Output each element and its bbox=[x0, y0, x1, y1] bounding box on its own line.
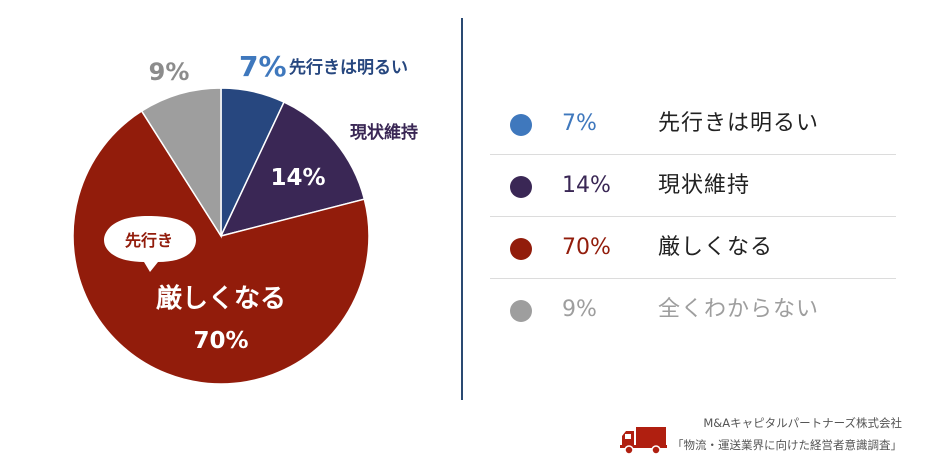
legend-dot-positive bbox=[510, 114, 532, 136]
legend-label-harsh: 厳しくなる bbox=[658, 235, 774, 260]
pie-slice-harsh bbox=[72, 110, 370, 385]
pie-slice-unknown bbox=[140, 87, 222, 239]
slice-label-harsh: 厳しくなる bbox=[156, 283, 286, 314]
legend-dot-unknown bbox=[510, 300, 532, 322]
slice-label-positive: 先行きは明るい bbox=[289, 57, 408, 78]
slice-value-unknown: 9% bbox=[149, 58, 190, 86]
callout-bubble bbox=[104, 216, 196, 272]
legend-label-positive: 先行きは明るい bbox=[658, 111, 820, 136]
legend-item-harsh: 70% 厳しくなる bbox=[490, 216, 896, 279]
slice-value-harsh: 70% bbox=[193, 328, 248, 354]
legend-dot-status-quo bbox=[510, 176, 532, 198]
legend-value-unknown: 9% bbox=[562, 297, 597, 322]
legend-value-harsh: 70% bbox=[562, 235, 611, 260]
legend-item-positive: 7% 先行きは明るい bbox=[490, 92, 896, 155]
truck-icon bbox=[620, 427, 667, 455]
legend-label-unknown: 全くわからない bbox=[658, 297, 820, 322]
footer-source: 「物流・運送業界に向けた経営者意識調査」 bbox=[672, 438, 902, 452]
legend-item-status-quo: 14% 現状維持 bbox=[490, 154, 896, 217]
footer-company: M&Aキャピタルパートナーズ株式会社 bbox=[703, 416, 902, 430]
slice-label-status-quo: 現状維持 bbox=[350, 122, 418, 143]
slice-value-status-quo: 14% bbox=[270, 165, 325, 191]
legend-value-positive: 7% bbox=[562, 111, 597, 136]
legend-dot-harsh bbox=[510, 238, 532, 260]
legend-item-unknown: 9% 全くわからない bbox=[490, 278, 896, 340]
slice-value-positive: 7% bbox=[239, 50, 287, 83]
source-footer: M&Aキャピタルパートナーズ株式会社 「物流・運送業界に向けた経営者意識調査」 bbox=[672, 412, 902, 456]
legend-label-status-quo: 現状維持 bbox=[658, 173, 751, 198]
pie-slice-status-quo bbox=[219, 101, 366, 238]
callout-text: 先行き bbox=[125, 231, 173, 250]
legend-value-status-quo: 14% bbox=[562, 173, 611, 198]
divider bbox=[461, 18, 463, 400]
